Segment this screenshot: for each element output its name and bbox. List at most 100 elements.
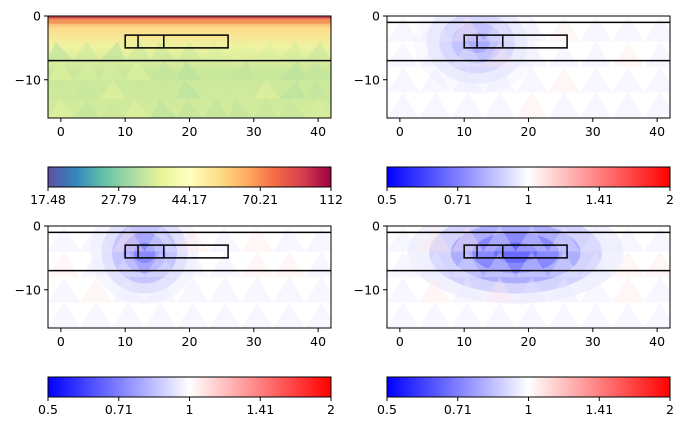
x-tick-label: 20 [182,124,198,139]
mesh-cell [48,60,74,80]
mesh-cell [451,67,484,93]
x-tick-label: 30 [246,124,262,139]
colorbar-tick-label: 0.71 [105,402,133,417]
mesh-cell [253,98,280,118]
x-tick-label: 10 [117,124,133,139]
mesh-cell [451,302,484,328]
target-box [124,34,229,49]
mesh-cell [176,41,203,61]
mesh-cell [125,98,151,118]
mesh-cell [202,98,229,118]
mesh-cell [279,41,306,61]
x-tick-label: 0 [57,124,65,139]
mesh-cell [451,92,484,118]
x-tick-label: 30 [246,334,262,349]
mesh-cell [644,277,670,303]
mesh-cell [279,79,306,99]
mesh-cell [48,41,74,61]
mesh-cell [387,16,420,42]
x-tick-label: 40 [649,124,665,139]
y-tick-label: 0 [33,219,41,234]
near-surface-band [48,18,331,24]
mesh-cell [112,302,145,328]
mesh-cell [305,79,331,99]
mesh-cell [579,277,613,303]
mesh-cell [144,302,177,328]
surface-band [48,16,331,19]
mesh-cell [483,302,516,328]
y-tick-label: −10 [15,72,41,87]
mesh-cell [176,60,203,80]
mesh-cell [515,302,548,328]
mesh-cell [125,79,151,99]
colorbar-tick-label: 2 [666,402,674,417]
x-tick-label: 30 [585,334,601,349]
x-tick-label: 40 [310,334,326,349]
x-tick-label: 10 [456,334,472,349]
x-tick-label: 30 [585,124,601,139]
plot-area-2 [387,16,670,118]
x-tick-label: 40 [649,334,665,349]
colorbar-3 [47,376,332,398]
colorbar-tick-label: 0.71 [444,192,472,207]
mesh-cell [240,277,274,303]
anomaly-contour [122,232,167,274]
ratio-field [387,16,670,118]
x-tick-label: 0 [396,334,404,349]
x-tick-label: 10 [117,334,133,349]
x-tick-label: 20 [182,334,198,349]
colorbar-tick-label: 70.21 [242,192,278,207]
colorbar-tick-label: 1.41 [246,402,274,417]
mesh-cell [176,98,203,118]
mesh-cell [612,16,645,42]
mesh-cell [547,92,580,118]
mesh-cell [176,79,203,99]
mesh-cell [419,92,452,118]
panel-2: 0 10 20 30 40 0 −10 0.5 0.71 1 1.41 2 [354,9,674,208]
mesh-cell [579,67,613,93]
mesh-cell [387,277,420,303]
mesh-cell [483,67,516,93]
mesh-cell [48,277,81,303]
colorbar-tick-label: 2 [666,192,674,207]
mesh-cell [228,98,254,118]
mesh-cell [419,67,452,93]
panel-1: 0 10 20 30 40 0 −10 17.48 27.79 44.17 70.21 112 [15,9,343,208]
mesh-cell [305,41,331,61]
y-tick-label: −10 [354,282,380,297]
x-tick-label: 40 [310,124,326,139]
mesh-cell [515,92,548,118]
mesh-cell [419,16,452,42]
mesh-cell [208,277,241,303]
colorbar-tick-label: 27.79 [101,192,137,207]
colorbar-2 [386,166,671,188]
mesh-cell [112,277,145,303]
mesh-cell [419,302,452,328]
ratio-field [48,226,331,328]
ratio-field [387,226,670,328]
mesh-cell [253,60,280,80]
x-tick-label: 20 [521,334,537,349]
mesh-cell [451,277,484,303]
mesh-cell [240,226,274,252]
mesh-cell [419,277,452,303]
colorbar-tick-label: 0.5 [377,192,397,207]
mesh-cell [80,302,113,328]
colorbar-tick-label: 2 [327,402,335,417]
mesh-cell [612,302,645,328]
colorbar-1 [47,166,332,188]
colorbar-tick-label: 1 [186,402,194,417]
mesh-cell [387,226,420,252]
mesh-cell [253,79,280,99]
plot-area-4 [387,226,670,328]
mesh-cell [305,98,331,118]
mesh-cell [150,98,177,118]
colorbar-tick-label: 1 [525,402,533,417]
mesh-cell [387,302,420,328]
mesh-cell [273,277,306,303]
mesh-cell [202,60,229,80]
mesh-cell [515,277,548,303]
anomaly-contour [450,226,581,284]
mesh-cell [150,41,177,61]
